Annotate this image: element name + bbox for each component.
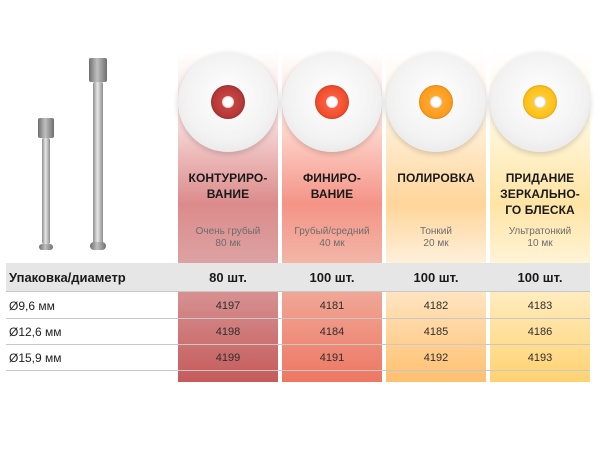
header-col-1-line2: ВАНИЕ: [206, 187, 250, 201]
mandrel-short-icon: [36, 118, 56, 250]
row-divider-1: [6, 291, 590, 292]
header-col-1-line1: КОНТУРИРО-: [188, 171, 268, 185]
header-col-4-line2: ЗЕРКАЛЬНО-: [500, 187, 580, 201]
header-col-2-line2: ВАНИЕ: [310, 187, 354, 201]
table-row-1-label: Ø9,6 мм: [9, 299, 55, 313]
grit-col-2-line2: 40 мк: [319, 238, 345, 249]
header-col-4: ПРИДАНИЕ ЗЕРКАЛЬНО- ГО БЛЕСКА: [490, 170, 590, 218]
disc-medium-icon: [282, 52, 382, 152]
table-row-2-code-1: 4198: [215, 326, 241, 338]
table-row-3-code-2: 4191: [319, 352, 345, 364]
grit-col-2: Грубый/средний 40 мк: [282, 226, 382, 250]
disc-fine-icon: [386, 52, 486, 152]
grit-col-3-line2: 20 мк: [423, 238, 449, 249]
table-row-1-code-4: 4183: [527, 300, 553, 312]
header-col-3: ПОЛИРОВКА: [386, 170, 486, 186]
table-row-2-code-3: 4185: [423, 326, 449, 338]
header-col-2-line1: ФИНИРО-: [302, 171, 362, 185]
disc-superfine-icon: [490, 52, 590, 152]
pack-count-4: 100 шт.: [517, 270, 563, 285]
disc-coarse-icon: [178, 52, 278, 152]
pack-count-1: 80 шт.: [209, 270, 247, 285]
grit-col-1-line2: 80 мк: [215, 238, 241, 249]
grit-col-3: Тонкий 20 мк: [386, 226, 486, 250]
table-row-3-code-3: 4192: [423, 352, 449, 364]
pack-count-2: 100 шт.: [309, 270, 355, 285]
grit-col-4-line1: Ультратонкий: [508, 226, 572, 237]
mandrel-long-icon: [86, 58, 110, 250]
grit-col-4: Ультратонкий 10 мк: [490, 226, 590, 250]
row-divider-4: [6, 370, 590, 371]
grit-col-1: Очень грубый 80 мк: [178, 226, 278, 250]
table-row-3-code-4: 4193: [527, 352, 553, 364]
table-row-1-code-2: 4181: [319, 300, 345, 312]
grit-col-2-line1: Грубый/средний: [294, 226, 370, 237]
header-col-3-line1: ПОЛИРОВКА: [397, 171, 475, 185]
table-header-label: Упаковка/диаметр: [9, 270, 126, 285]
grit-col-1-line1: Очень грубый: [195, 226, 261, 237]
pack-count-3: 100 шт.: [413, 270, 459, 285]
table-row-2-code-4: 4186: [527, 326, 553, 338]
header-col-1: КОНТУРИРО- ВАНИЕ: [178, 170, 278, 202]
grit-col-3-line1: Тонкий: [420, 226, 452, 237]
row-divider-2: [6, 318, 590, 319]
row-divider-3: [6, 344, 590, 345]
table-row-2-code-2: 4184: [319, 326, 345, 338]
table-row-3-label: Ø15,9 мм: [9, 351, 62, 365]
table-row-3-code-1: 4199: [215, 352, 241, 364]
table-row-1-code-3: 4182: [423, 300, 449, 312]
header-col-4-line1: ПРИДАНИЕ: [505, 171, 575, 185]
header-col-2: ФИНИРО- ВАНИЕ: [282, 170, 382, 202]
grit-col-4-line2: 10 мк: [527, 238, 553, 249]
header-col-4-line3: ГО БЛЕСКА: [505, 203, 575, 217]
table-header-band: [6, 263, 590, 291]
table-row-2-label: Ø12,6 мм: [9, 325, 62, 339]
table-row-1-code-1: 4197: [215, 300, 241, 312]
